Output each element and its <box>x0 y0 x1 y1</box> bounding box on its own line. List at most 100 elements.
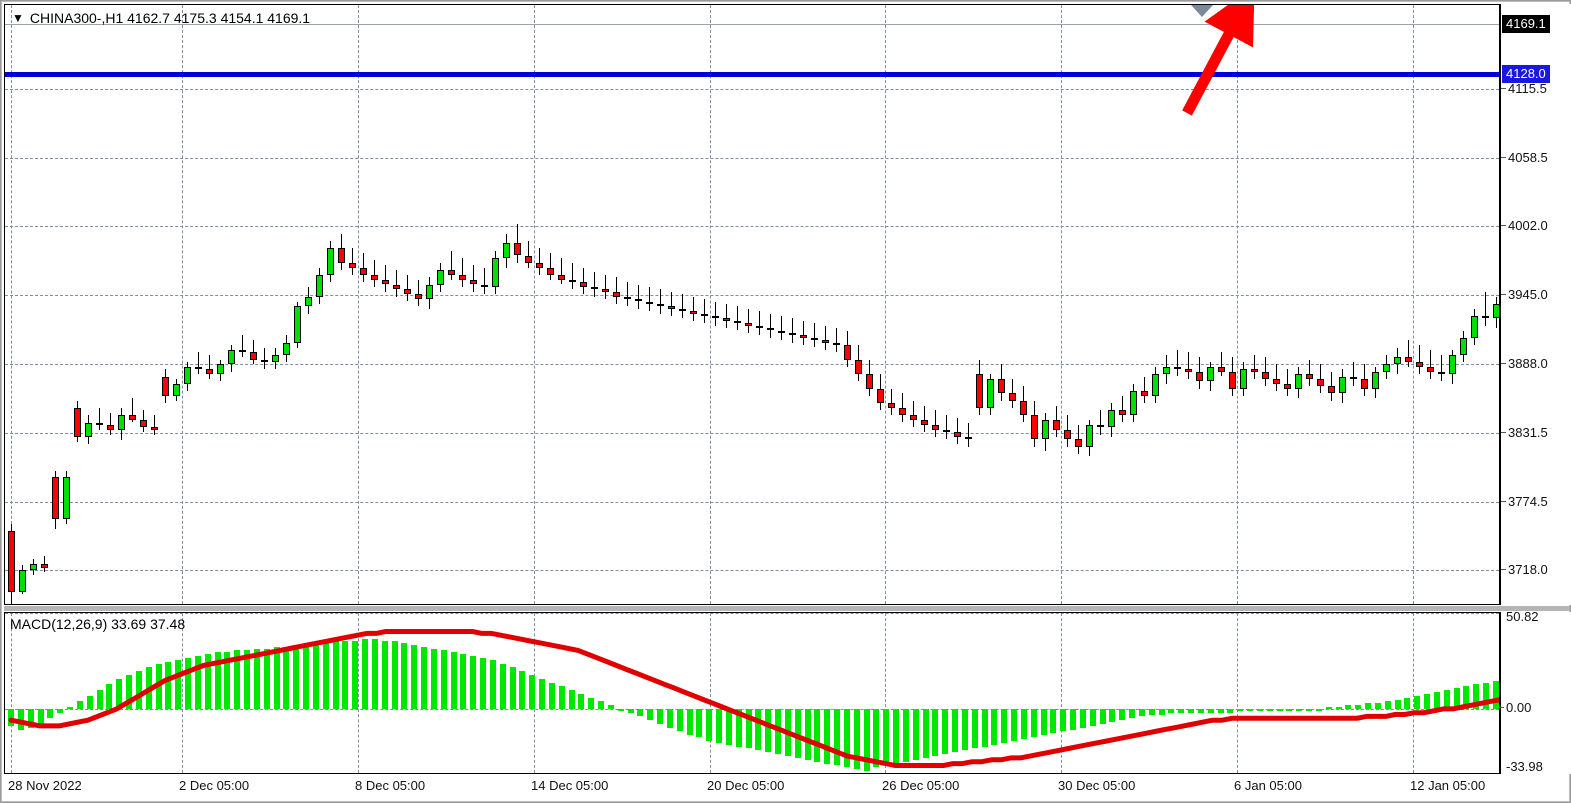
candle-wick <box>1419 345 1420 374</box>
candle-wick <box>649 287 650 312</box>
candle-body-bearish <box>723 318 730 321</box>
candle-body-bearish <box>52 476 59 520</box>
macd-histogram-bar <box>1473 684 1480 709</box>
candle-body-bearish <box>371 274 378 280</box>
macd-histogram-bar <box>175 659 182 709</box>
macd-histogram-bar <box>1296 708 1303 711</box>
candlestick <box>877 5 884 604</box>
macd-histogram-bar <box>312 642 319 709</box>
candlestick <box>470 5 477 604</box>
candle-body-bearish <box>1328 386 1335 394</box>
time-axis[interactable]: 28 Nov 2022 2 Dec 05:00 8 Dec 05:00 14 Dec … <box>4 774 1499 800</box>
candle-body-bearish <box>107 424 114 430</box>
macd-histogram-bar <box>381 641 388 709</box>
price-gridline-vertical <box>1061 5 1062 604</box>
macd-histogram-bar <box>637 708 644 717</box>
macd-histogram-bar <box>961 708 968 751</box>
candlestick <box>921 5 928 604</box>
candlestick <box>800 5 807 604</box>
candlestick <box>1053 5 1060 604</box>
candle-body-bearish <box>569 279 576 283</box>
candlestick <box>569 5 576 604</box>
candlestick <box>833 5 840 604</box>
candlestick <box>1075 5 1082 604</box>
macd-histogram-bar <box>568 690 575 709</box>
candle-body-bullish <box>1394 357 1401 365</box>
price-axis-divider <box>1500 4 1501 605</box>
macd-histogram-bar <box>76 701 83 709</box>
candle-wick <box>616 277 617 304</box>
candle-body-bearish <box>1262 371 1269 379</box>
macd-histogram-bar <box>1306 708 1313 711</box>
candle-body-bearish <box>767 328 774 331</box>
price-gridline-vertical <box>182 5 183 604</box>
chevron-down-icon[interactable]: ▼ <box>12 11 24 25</box>
macd-histogram-bar <box>952 708 959 753</box>
candle-body-bearish <box>140 420 147 428</box>
candle-body-bearish <box>1064 429 1071 440</box>
macd-histogram-bar <box>322 642 329 709</box>
macd-histogram-bar <box>165 661 172 709</box>
macd-histogram-bar <box>1148 708 1155 715</box>
price-chart-pane[interactable]: ▼ CHINA300-,H1 4162.7 4175.3 4154.1 4169.… <box>4 4 1499 605</box>
candle-body-bearish <box>613 291 620 297</box>
down-triangle-icon[interactable] <box>1191 5 1213 17</box>
candlestick <box>129 5 136 604</box>
macd-histogram-bar <box>499 663 506 709</box>
blue-level-line[interactable] <box>5 72 1499 77</box>
candlestick <box>514 5 521 604</box>
macd-indicator-pane[interactable]: MACD(12,26,9) 33.69 37.48 <box>4 612 1499 774</box>
candle-wick <box>451 250 452 280</box>
candle-body-bullish <box>1108 410 1115 428</box>
candlestick <box>1163 5 1170 604</box>
axis-tick <box>1501 294 1506 296</box>
macd-histogram-bar <box>775 708 782 755</box>
candlestick <box>1284 5 1291 604</box>
macd-histogram-bar <box>942 708 949 755</box>
level-price-tag[interactable]: 4128.0 <box>1502 64 1550 83</box>
candle-body-bullish <box>1460 337 1467 355</box>
candle-wick <box>660 289 661 314</box>
candlestick <box>448 5 455 604</box>
candle-body-bearish <box>547 267 554 275</box>
macd-histogram-bar <box>607 705 614 709</box>
candle-wick <box>924 405 925 433</box>
candlestick <box>1031 5 1038 604</box>
macd-histogram-bar <box>1335 707 1342 709</box>
candlestick <box>52 5 59 604</box>
macd-histogram-bar <box>1119 708 1126 721</box>
candle-body-bearish <box>1350 376 1357 379</box>
macd-histogram-bar <box>1020 708 1027 740</box>
candlestick <box>1218 5 1225 604</box>
candle-wick <box>396 270 397 297</box>
price-gridline <box>5 158 1499 160</box>
candlestick <box>415 5 422 604</box>
macd-histogram-bar <box>480 657 487 709</box>
time-axis-label: 6 Jan 05:00 <box>1234 778 1302 793</box>
macd-histogram-bar <box>509 667 516 709</box>
candlestick <box>767 5 774 604</box>
candle-body-bullish <box>1339 376 1346 394</box>
macd-histogram-bar <box>1099 708 1106 724</box>
candle-body-bearish <box>701 313 708 316</box>
candle-body-bearish <box>789 332 796 336</box>
candlestick <box>855 5 862 604</box>
candle-wick <box>99 408 100 430</box>
candlestick <box>1361 5 1368 604</box>
price-axis[interactable]: 4169.1 4128.0 4115.5 4058.5 4002.0 3945.0 3888… <box>1499 4 1571 605</box>
candle-body-bearish <box>96 422 103 425</box>
candle-wick <box>1408 340 1409 367</box>
candlestick <box>547 5 554 604</box>
macd-gridline <box>5 708 1499 710</box>
candlestick <box>30 5 37 604</box>
candlestick <box>1372 5 1379 604</box>
macd-axis[interactable]: 50.82 0.00 -33.98 <box>1499 610 1571 774</box>
pane-splitter[interactable] <box>4 606 1570 611</box>
candlestick <box>173 5 180 604</box>
price-gridline <box>5 432 1499 434</box>
candle-body-bearish <box>1053 420 1060 430</box>
candle-wick <box>704 299 705 324</box>
macd-histogram-bar <box>1374 703 1381 709</box>
macd-histogram-bar <box>824 708 831 764</box>
candlestick <box>558 5 565 604</box>
